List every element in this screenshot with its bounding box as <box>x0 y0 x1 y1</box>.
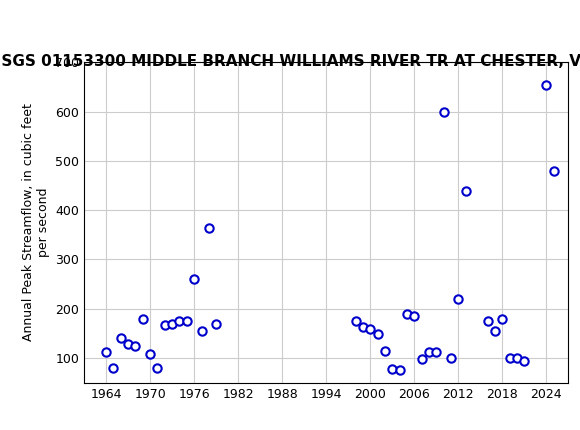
Point <box>124 341 133 348</box>
Point <box>447 355 456 362</box>
Point <box>182 318 191 325</box>
Point <box>153 365 162 372</box>
Point <box>549 167 559 174</box>
Point <box>403 310 412 317</box>
Point <box>380 347 390 354</box>
Text: USGS 01153300 MIDDLE BRANCH WILLIAMS RIVER TR AT CHESTER, VT: USGS 01153300 MIDDLE BRANCH WILLIAMS RIV… <box>0 54 580 69</box>
Point <box>197 328 206 335</box>
Point <box>109 365 118 372</box>
Point <box>373 331 382 338</box>
Point <box>160 322 169 329</box>
Point <box>409 313 419 319</box>
Point <box>461 188 470 195</box>
Point <box>116 335 125 342</box>
Point <box>395 367 404 374</box>
Point <box>131 342 140 349</box>
Point <box>505 355 514 362</box>
Point <box>358 323 368 330</box>
Point <box>498 315 507 322</box>
Point <box>190 276 199 283</box>
Point <box>204 225 213 232</box>
Point <box>102 348 111 355</box>
Point <box>454 295 463 302</box>
Point <box>168 320 177 327</box>
Point <box>490 328 499 335</box>
Point <box>212 320 221 327</box>
Point <box>432 348 441 355</box>
Point <box>138 315 147 322</box>
Y-axis label: Annual Peak Streamflow, in cubic feet
per second: Annual Peak Streamflow, in cubic feet pe… <box>21 104 50 341</box>
Point <box>365 326 375 333</box>
Point <box>417 356 426 362</box>
Point <box>439 108 448 115</box>
Point <box>175 318 184 325</box>
Point <box>520 357 529 364</box>
Point <box>351 318 360 325</box>
Text: USGS: USGS <box>49 16 104 34</box>
Point <box>425 348 434 355</box>
Point <box>483 318 492 325</box>
Point <box>146 351 155 358</box>
Point <box>542 81 551 88</box>
Point <box>512 355 521 362</box>
Point <box>387 366 397 372</box>
